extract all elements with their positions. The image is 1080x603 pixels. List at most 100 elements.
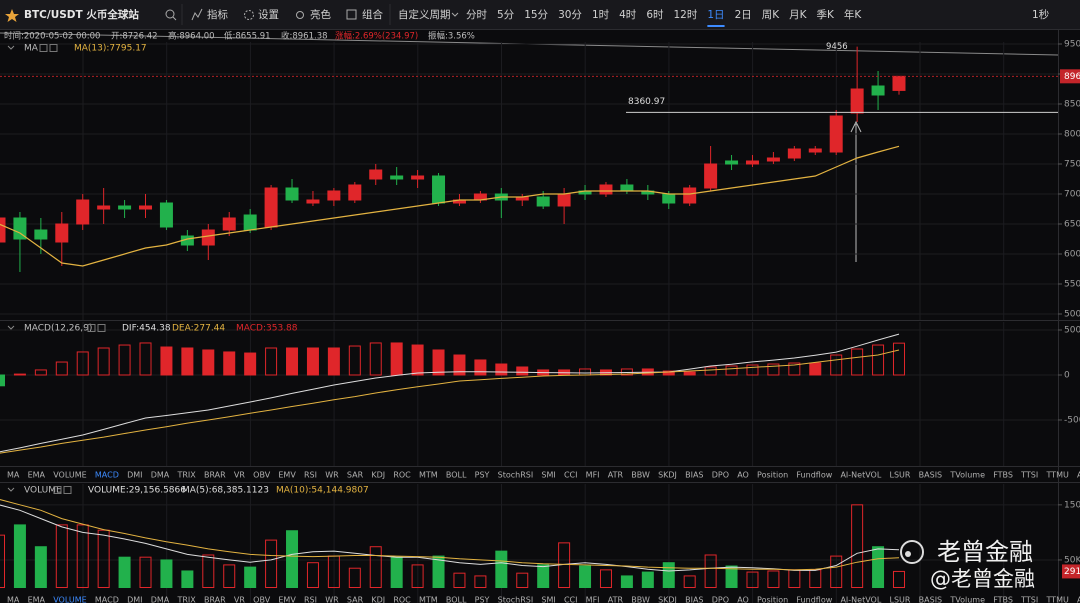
period-option[interactable]: 15分: [524, 9, 548, 21]
indicator-tab[interactable]: EMV: [278, 596, 296, 603]
toolbar-button[interactable]: 指标: [207, 8, 228, 21]
indicator-tab[interactable]: OBV: [253, 471, 271, 480]
indicator-tab[interactable]: MFI: [586, 596, 600, 603]
indicator-tab[interactable]: RSI: [304, 596, 317, 603]
collapse-icon[interactable]: [7, 45, 15, 50]
indicator-tab[interactable]: ROC: [393, 596, 411, 603]
indicator-tab[interactable]: ATR: [608, 596, 624, 603]
indicator-tab[interactable]: SAR: [347, 596, 364, 603]
indicator-tab[interactable]: MACD: [95, 471, 119, 480]
indicator-tab[interactable]: TTMU: [1045, 471, 1069, 480]
indicator-tab[interactable]: VR: [234, 471, 245, 480]
indicator-tab[interactable]: AI-NetVOL: [840, 596, 881, 603]
indicator-tab[interactable]: MTM: [419, 471, 438, 480]
indicator-tab[interactable]: AO: [737, 471, 749, 480]
indicator-tab[interactable]: SMI: [541, 596, 555, 603]
indicator-tab[interactable]: TTSI: [1020, 471, 1038, 480]
indicator-tab[interactable]: MFI: [586, 471, 600, 480]
legend-icon[interactable]: [39, 44, 48, 52]
collapse-icon[interactable]: [7, 487, 15, 492]
legend-icon[interactable]: [87, 324, 96, 332]
period-option[interactable]: 1日: [707, 9, 724, 21]
period-option[interactable]: 2日: [735, 9, 752, 21]
indicator-tab[interactable]: SKDJ: [658, 471, 677, 480]
indicator-tab[interactable]: DMA: [151, 471, 170, 480]
period-option[interactable]: 5分: [497, 9, 515, 21]
indicator-tab[interactable]: FTBS: [993, 596, 1013, 603]
indicator-tab[interactable]: ATR: [608, 471, 624, 480]
indicator-tab[interactable]: FTBS: [993, 471, 1013, 480]
period-option[interactable]: 季K: [817, 9, 835, 21]
indicator-tab[interactable]: EMA: [28, 471, 46, 480]
period-option[interactable]: 6时: [646, 9, 664, 21]
indicator-tab[interactable]: TRIX: [176, 471, 196, 480]
indicator-tab[interactable]: BIAS: [685, 471, 703, 480]
toolbar-button[interactable]: 设置: [258, 9, 279, 21]
indicator-tab[interactable]: PSY: [475, 471, 490, 480]
period-option[interactable]: 12时: [674, 9, 698, 21]
indicator-tab[interactable]: BOLL: [446, 471, 467, 480]
indicator-tab[interactable]: BRAR: [204, 596, 226, 603]
indicator-tab[interactable]: StochRSI: [498, 471, 534, 480]
period-option[interactable]: 30分: [558, 9, 582, 21]
legend-icon[interactable]: [53, 486, 62, 494]
indicator-tab[interactable]: StochRSI: [498, 596, 534, 603]
indicator-tab[interactable]: BBW: [631, 596, 650, 603]
indicator-tab[interactable]: Position: [757, 471, 788, 480]
indicator-tab[interactable]: BRAR: [204, 471, 226, 480]
indicator-tab[interactable]: KDJ: [371, 471, 385, 480]
indicator-tab[interactable]: DPO: [712, 596, 729, 603]
period-option[interactable]: 1时: [592, 9, 610, 21]
indicator-tab[interactable]: PSY: [475, 596, 490, 603]
indicator-tab[interactable]: Fundflow: [796, 596, 832, 603]
indicator-tab[interactable]: BIAS: [685, 596, 703, 603]
legend-icon[interactable]: [49, 44, 58, 52]
indicator-tab[interactable]: RSI: [304, 471, 317, 480]
period-menu[interactable]: 自定义周期: [398, 8, 451, 21]
indicator-tab[interactable]: SAR: [347, 471, 364, 480]
indicator-tab[interactable]: BASIS: [919, 471, 942, 480]
indicator-tab[interactable]: AI-NetVOL: [840, 471, 881, 480]
search-icon[interactable]: [165, 9, 175, 19]
indicator-tab[interactable]: ROC: [393, 471, 411, 480]
indicator-tab[interactable]: TTMU: [1045, 596, 1069, 603]
indicator-tab[interactable]: KDJ: [371, 596, 385, 603]
indicator-tab[interactable]: CCI: [564, 471, 578, 480]
indicator-tab[interactable]: VR: [234, 596, 245, 603]
indicator-tab[interactable]: MA: [7, 471, 20, 480]
indicator-tab[interactable]: EMV: [278, 471, 296, 480]
indicator-tab[interactable]: TVolume: [949, 596, 985, 603]
indicator-tab[interactable]: VOLUME: [53, 596, 87, 603]
indicator-tab[interactable]: DPO: [712, 471, 729, 480]
indicator-tab[interactable]: BBW: [631, 471, 650, 480]
symbol[interactable]: BTC/USDT 火币全球站: [24, 8, 139, 21]
indicator-tab[interactable]: BASIS: [919, 596, 942, 603]
favorite-star[interactable]: [5, 9, 19, 22]
indicator-tab[interactable]: MA: [7, 596, 20, 603]
indicator-tab[interactable]: OBV: [253, 596, 271, 603]
indicator-tab[interactable]: DMA: [151, 596, 170, 603]
indicator-tab[interactable]: MACD: [95, 596, 119, 603]
collapse-icon[interactable]: [7, 325, 15, 330]
indicator-tab[interactable]: AI-BSI: [1077, 471, 1080, 480]
indicator-tab[interactable]: CCI: [564, 596, 578, 603]
indicator-tab[interactable]: AO: [737, 596, 749, 603]
indicator-tab[interactable]: LSUR: [890, 471, 911, 480]
indicator-tab[interactable]: TRIX: [176, 596, 196, 603]
toolbar-button[interactable]: 组合: [362, 8, 383, 21]
period-option[interactable]: 分时: [466, 9, 487, 21]
legend-icon[interactable]: [63, 486, 72, 494]
period-option[interactable]: 月K: [789, 9, 807, 21]
legend-icon[interactable]: [97, 324, 106, 332]
indicator-tab[interactable]: Fundflow: [796, 471, 832, 480]
indicator-tab[interactable]: Position: [757, 596, 788, 603]
indicator-tab[interactable]: DMI: [127, 471, 142, 480]
indicator-tab[interactable]: BOLL: [446, 596, 467, 603]
indicator-tab[interactable]: WR: [325, 596, 339, 603]
toolbar-button[interactable]: 亮色: [310, 8, 331, 21]
period-option[interactable]: 周K: [762, 9, 780, 21]
period-option[interactable]: 年K: [844, 8, 862, 21]
refresh-rate[interactable]: 1秒: [1032, 8, 1050, 21]
indicator-tab[interactable]: MTM: [419, 596, 438, 603]
indicator-tab[interactable]: EMA: [28, 596, 46, 603]
